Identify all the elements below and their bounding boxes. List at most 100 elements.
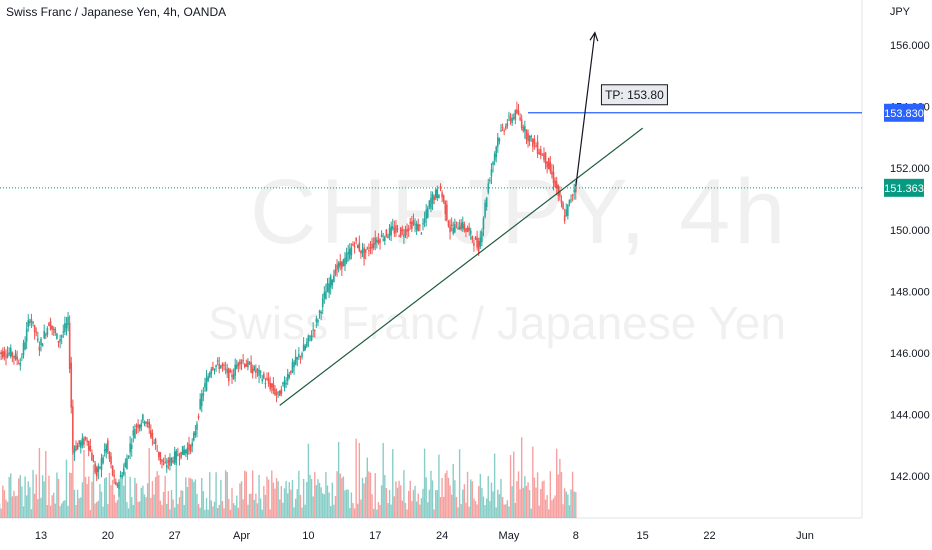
candle-body <box>285 383 287 385</box>
volume-bar <box>158 475 160 518</box>
volume-bar <box>344 490 346 518</box>
volume-bar <box>19 475 22 518</box>
candle-body <box>317 319 319 323</box>
volume-bar <box>294 498 297 518</box>
candle-body <box>248 362 251 364</box>
candle-body <box>181 446 184 455</box>
candle-body <box>395 225 397 233</box>
candle-body <box>56 333 58 340</box>
volume-bar <box>425 477 427 518</box>
candle-body <box>399 227 402 237</box>
candle-body <box>40 338 42 346</box>
candle-body <box>428 200 431 208</box>
candle-body <box>313 330 316 332</box>
volume-bar <box>53 492 55 518</box>
volume-bar <box>142 485 144 518</box>
candle-body <box>419 224 421 227</box>
candle-body <box>173 451 176 464</box>
candle-body <box>563 215 566 221</box>
price-tick-label: 150.000 <box>890 225 930 237</box>
volume-bar <box>255 493 257 518</box>
candle-body <box>126 457 128 470</box>
candle-body <box>16 356 18 361</box>
candle-body <box>559 190 561 197</box>
volume-bar <box>487 476 489 518</box>
volume-bar <box>505 504 507 518</box>
volume-bar <box>428 489 431 518</box>
candle-body <box>339 261 342 267</box>
volume-bar <box>513 451 515 518</box>
candle-body <box>202 393 205 396</box>
volume-bar <box>314 472 316 518</box>
candle-body <box>95 467 98 477</box>
candle-body <box>473 243 475 246</box>
candle-body <box>59 338 61 342</box>
volume-bar <box>560 471 563 518</box>
candle-body <box>352 244 354 246</box>
candle-body <box>546 161 548 168</box>
candle-body <box>363 247 365 259</box>
candle-body <box>277 391 279 393</box>
candle-body <box>145 421 147 424</box>
volume-bar <box>489 501 491 518</box>
volume-bar <box>549 471 552 518</box>
volume-bar <box>358 442 361 518</box>
volume-bar <box>229 509 232 518</box>
volume-bar <box>473 498 475 518</box>
volume-bar <box>96 502 98 518</box>
volume-bar <box>322 493 324 518</box>
time-tick-label: May <box>499 530 520 542</box>
candle-body <box>403 234 405 237</box>
volume-bar <box>191 479 193 518</box>
time-tick-label: 8 <box>573 530 579 542</box>
volume-bar <box>223 508 225 518</box>
target-label-box <box>600 84 668 106</box>
candle-body <box>512 117 515 119</box>
volume-bar <box>417 493 419 518</box>
volume-bar <box>267 479 270 518</box>
volume-bar <box>466 471 469 518</box>
candle-body <box>536 141 539 154</box>
candle-body <box>89 445 92 451</box>
volume-bar <box>357 503 359 518</box>
candle-body <box>24 341 26 350</box>
volume-bar <box>105 477 107 518</box>
candle-body <box>301 353 303 358</box>
volume-bar <box>481 487 483 518</box>
volume-bar <box>287 493 289 518</box>
candle-body <box>358 242 361 252</box>
volume-bar <box>345 489 348 518</box>
candle-body <box>391 226 394 229</box>
volume-bar <box>390 504 392 518</box>
candle-body <box>64 323 66 332</box>
candle-body <box>30 319 33 323</box>
candle-body <box>489 179 491 181</box>
volume-bar <box>296 489 298 518</box>
candle-body <box>135 425 138 427</box>
candle-body <box>420 232 423 234</box>
volume-bar <box>132 504 135 518</box>
time-tick-label: 13 <box>35 530 47 542</box>
candle-body <box>299 356 302 358</box>
candle-body <box>280 389 283 395</box>
volume-bar <box>366 457 368 518</box>
volume-bar <box>325 472 327 518</box>
volume-bar <box>462 489 464 518</box>
chart-title: Swiss Franc / Japanese Yen, 4h, OANDA <box>6 5 227 19</box>
volume-bar <box>111 479 114 518</box>
candle-body <box>552 171 555 184</box>
candle-body <box>70 362 73 408</box>
candle-body <box>83 438 85 445</box>
volume-bar <box>271 470 273 518</box>
candle-body <box>312 329 314 331</box>
candle-body <box>501 127 504 129</box>
volume-bar <box>520 437 523 518</box>
volume-bar <box>371 494 373 518</box>
volume-bar <box>127 508 130 518</box>
volume-bar <box>571 471 574 518</box>
volume-bar <box>25 495 28 518</box>
projection-arrow-line <box>575 32 596 187</box>
candle-body <box>79 441 82 448</box>
